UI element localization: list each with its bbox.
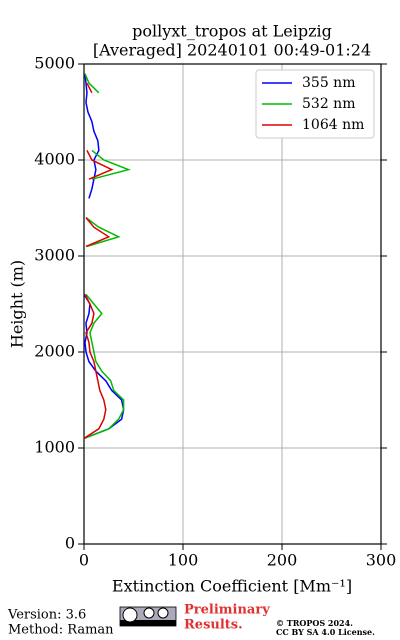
x-tick-label: 0 — [79, 551, 89, 570]
series-line — [83, 73, 131, 440]
copyright: © TROPOS 2024. — [276, 618, 353, 628]
legend-box — [255, 69, 375, 139]
method: Method: Raman — [8, 623, 114, 638]
legend-label: 1064 nm — [302, 117, 364, 133]
y-tick-label: 3000 — [34, 246, 75, 265]
chart-title: pollyxt_tropos at Leipzig — [132, 22, 332, 41]
y-tick-label: 5000 — [34, 54, 75, 73]
x-axis-label: Extinction Coefficient [Mm⁻¹] — [112, 577, 352, 596]
cc-badge — [119, 606, 177, 627]
results: Results. — [184, 618, 243, 633]
y-axis-label: Height (m) — [8, 260, 27, 348]
series-line — [83, 82, 114, 440]
license: CC BY SA 4.0 License. — [276, 627, 375, 637]
y-tick-label: 4000 — [34, 150, 75, 169]
y-tick-label: 2000 — [34, 342, 75, 361]
y-tick-label: 1000 — [34, 438, 75, 457]
x-tick-label: 100 — [168, 551, 199, 570]
plot-frame — [83, 63, 382, 545]
y-tick-label: 0 — [65, 534, 75, 553]
x-tick-label: 300 — [366, 551, 397, 570]
legend-label: 355 nm — [302, 75, 355, 91]
x-tick-label: 200 — [267, 551, 298, 570]
legend-label: 532 nm — [302, 96, 355, 112]
version: Version: 3.6 — [7, 608, 86, 623]
chart-subtitle: [Averaged] 20240101 00:49-01:24 — [93, 41, 371, 60]
preliminary: Preliminary — [184, 603, 270, 618]
